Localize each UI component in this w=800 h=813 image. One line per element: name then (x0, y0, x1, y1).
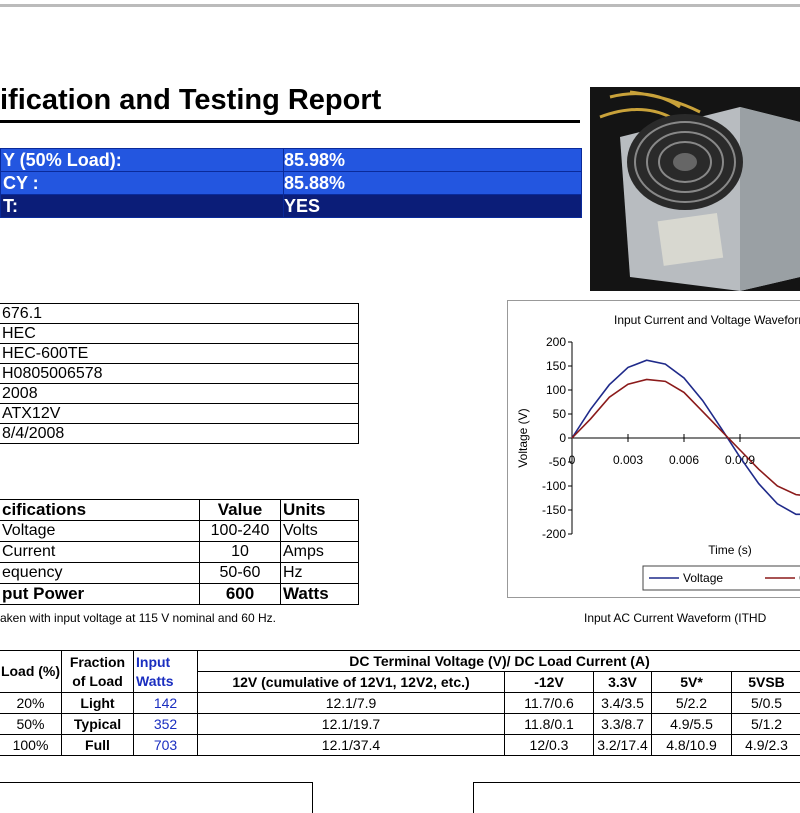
x-tick-label: 0.006 (669, 453, 699, 467)
load-cell: 3.3/8.7 (594, 714, 652, 735)
chart-title: Input Current and Voltage Waveform (614, 313, 800, 327)
top-rule (0, 4, 800, 7)
info-cell: 676.1 (0, 304, 359, 324)
load-cell: 703 (134, 735, 198, 756)
y-tick-label: -100 (542, 479, 566, 493)
rail-header: 5VSB (732, 672, 800, 693)
load-cell: 5/0.5 (732, 693, 800, 714)
info-cell: HEC (0, 324, 359, 344)
info-cell: HEC-600TE (0, 344, 359, 364)
title-rule (0, 120, 580, 123)
specs-header: Units (281, 500, 359, 521)
y-tick-label: 200 (546, 335, 566, 349)
summary-value: YES (284, 195, 582, 218)
group-header: DC Terminal Voltage (V)/ DC Load Current… (198, 651, 800, 672)
report-title: ification and Testing Report (0, 84, 381, 117)
load-cell: 142 (134, 693, 198, 714)
specs-cell: equency (0, 563, 200, 584)
x-tick-label: 0.003 (613, 453, 643, 467)
load-cell: 4.8/10.9 (652, 735, 732, 756)
specs-cell: 10 (200, 542, 281, 563)
load-cell: 100% (0, 735, 62, 756)
psu-photo (590, 87, 800, 291)
specs-cell: Amps (281, 542, 359, 563)
summary-table: Y (50% Load):85.98% CY :85.88% T:YES (0, 148, 582, 218)
column-header: Input Watts (134, 651, 198, 693)
specs-cell: 600 (200, 584, 281, 605)
column-header: Fraction of Load (62, 651, 134, 693)
chart: Input Current and Voltage Waveform Volta… (507, 300, 800, 598)
summary-value: 85.88% (284, 172, 582, 195)
summary-label: Y (50% Load): (1, 149, 284, 172)
specs-cell: 100-240 (200, 521, 281, 542)
load-cell: 12.1/37.4 (198, 735, 505, 756)
load-cell: 352 (134, 714, 198, 735)
info-cell: 8/4/2008 (0, 424, 359, 444)
specs-cell: Hz (281, 563, 359, 584)
info-cell: H0805006578 (0, 364, 359, 384)
specs-cell: Voltage (0, 521, 200, 542)
load-cell: 50% (0, 714, 62, 735)
rail-header: 12V (cumulative of 12V1, 12V2, etc.) (198, 672, 505, 693)
load-cell: 5/1.2 (732, 714, 800, 735)
x-tick-label: 0 (569, 453, 576, 467)
load-cell: 3.4/3.5 (594, 693, 652, 714)
column-header: Load (%) (0, 651, 62, 693)
legend-label: Voltage (683, 571, 723, 585)
specs-cell: put Power (0, 584, 200, 605)
load-cell: 3.2/17.4 (594, 735, 652, 756)
y-tick-label: -200 (542, 527, 566, 541)
load-cell: 11.7/0.6 (505, 693, 594, 714)
load-cell: 4.9/5.5 (652, 714, 732, 735)
y-tick-label: -150 (542, 503, 566, 517)
y-tick-label: 100 (546, 383, 566, 397)
y-tick-label: -50 (549, 455, 567, 469)
specs-note: aken with input voltage at 115 V nominal… (0, 611, 276, 625)
specs-cell: 50-60 (200, 563, 281, 584)
y-tick-label: 50 (553, 407, 567, 421)
load-cell: 12.1/19.7 (198, 714, 505, 735)
y-tick-label: 150 (546, 359, 566, 373)
load-cell: 12/0.3 (505, 735, 594, 756)
info-cell: ATX12V (0, 404, 359, 424)
specs-cell: Current (0, 542, 200, 563)
summary-value: 85.98% (284, 149, 582, 172)
load-table: Load (%) Fraction of Load Input Watts DC… (0, 650, 800, 756)
chart-caption: Input AC Current Waveform (ITHD (584, 611, 766, 625)
info-cell: 2008 (0, 384, 359, 404)
load-cell: 20% (0, 693, 62, 714)
y-axis-label: Voltage (V) (516, 408, 530, 467)
section-box (473, 782, 800, 813)
specs-cell: Watts (281, 584, 359, 605)
load-cell: 11.8/0.1 (505, 714, 594, 735)
rail-header: 5V* (652, 672, 732, 693)
load-cell: Light (62, 693, 134, 714)
summary-label: T: (1, 195, 284, 218)
x-axis-label: Time (s) (708, 543, 752, 557)
specs-header: Value (200, 500, 281, 521)
rail-header: 3.3V (594, 672, 652, 693)
rail-header: -12V (505, 672, 594, 693)
load-cell: Full (62, 735, 134, 756)
specs-cell: Volts (281, 521, 359, 542)
section-box (0, 782, 313, 813)
info-table: 676.1 HEC HEC-600TE H0805006578 2008 ATX… (0, 303, 359, 444)
y-tick-label: 0 (559, 431, 566, 445)
specs-header: cifications (0, 500, 200, 521)
load-cell: 4.9/2.3 (732, 735, 800, 756)
load-cell: 12.1/7.9 (198, 693, 505, 714)
load-cell: Typical (62, 714, 134, 735)
load-cell: 5/2.2 (652, 693, 732, 714)
summary-label: CY : (1, 172, 284, 195)
